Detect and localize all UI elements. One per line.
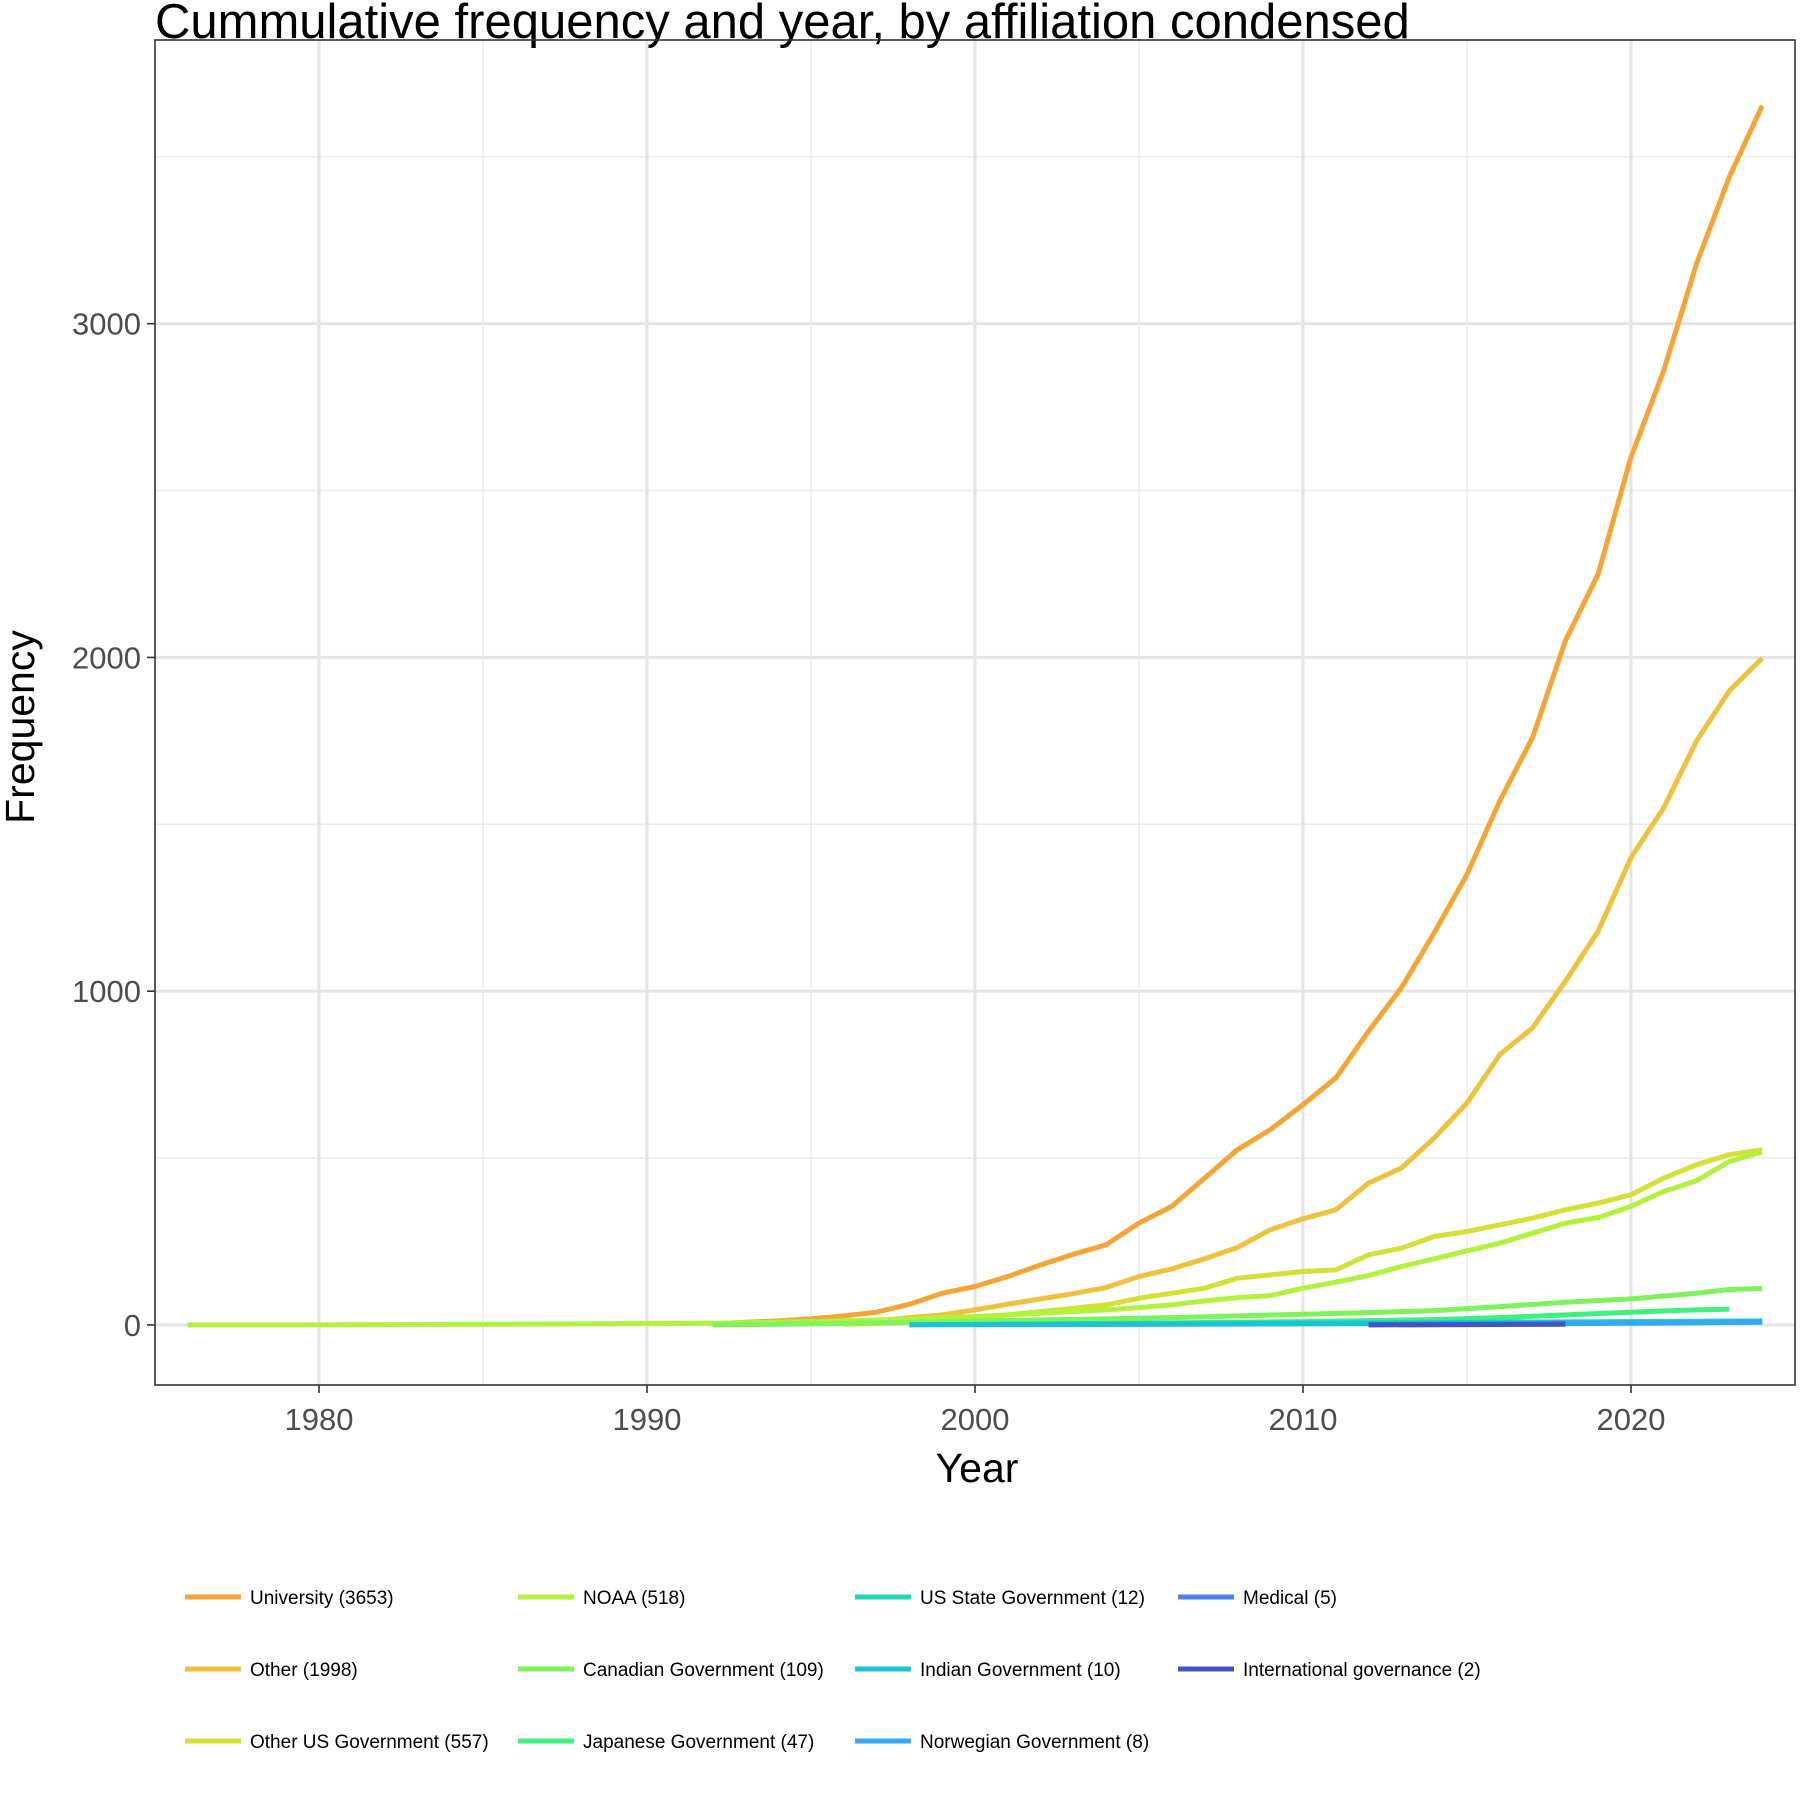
- legend-label-9: Medical (5): [1243, 1588, 1337, 1609]
- legend-item-1: Other (1998): [185, 1660, 358, 1681]
- series-line-10: [1368, 1321, 1566, 1328]
- legend-item-7: Indian Government (10): [855, 1660, 1121, 1681]
- y-axis: 0 1000 2000 3000: [72, 307, 155, 1343]
- y-tick-label-3: 3000: [72, 307, 141, 342]
- legend-item-6: US State Government (12): [855, 1588, 1145, 1609]
- legend-item-5: Japanese Government (47): [518, 1732, 814, 1753]
- x-tick-label-2: 2000: [941, 1402, 1010, 1437]
- series-line-0: [712, 104, 1765, 1327]
- legend-label-2: Other US Government (557): [250, 1732, 489, 1753]
- legend-label-7: Indian Government (10): [920, 1660, 1121, 1681]
- series-line-1: [712, 656, 1764, 1328]
- legend-item-0: University (3653): [185, 1588, 394, 1609]
- legend-label-10: International governance (2): [1243, 1660, 1481, 1681]
- legend-label-4: Canadian Government (109): [583, 1660, 824, 1681]
- x-tick-label-0: 1980: [285, 1402, 354, 1437]
- legend-item-4: Canadian Government (109): [518, 1660, 824, 1681]
- legend-item-2: Other US Government (557): [185, 1732, 489, 1753]
- x-tick-label-4: 2020: [1597, 1402, 1666, 1437]
- x-axis: 1980 1990 2000 2010 2020: [285, 1385, 1666, 1437]
- legend-label-6: US State Government (12): [920, 1588, 1145, 1609]
- legend-item-3: NOAA (518): [518, 1588, 685, 1609]
- chart-title: Cummulative frequency and year, by affil…: [155, 0, 1410, 49]
- legend-item-8: Norwegian Government (8): [855, 1732, 1149, 1753]
- legend: University (3653) Other (1998) Other US Go…: [185, 1588, 1481, 1753]
- legend-label-5: Japanese Government (47): [583, 1732, 814, 1753]
- legend-item-9: Medical (5): [1178, 1588, 1337, 1609]
- grid-major: [155, 40, 1795, 1385]
- series-lines: [187, 104, 1765, 1328]
- x-tick-label-1: 1990: [613, 1402, 682, 1437]
- legend-label-0: University (3653): [250, 1588, 394, 1609]
- x-tick-label-3: 2010: [1269, 1402, 1338, 1437]
- legend-label-3: NOAA (518): [583, 1588, 685, 1609]
- legend-label-8: Norwegian Government (8): [920, 1732, 1149, 1753]
- y-axis-title: Frequency: [0, 630, 43, 824]
- legend-label-1: Other (1998): [250, 1660, 358, 1681]
- y-tick-label-2: 2000: [72, 640, 141, 675]
- series-line-4: [712, 1286, 1763, 1328]
- y-tick-label-0: 0: [124, 1308, 141, 1343]
- y-tick-label-1: 1000: [72, 974, 141, 1009]
- x-axis-title: Year: [936, 1445, 1019, 1491]
- legend-item-10: International governance (2): [1178, 1660, 1481, 1681]
